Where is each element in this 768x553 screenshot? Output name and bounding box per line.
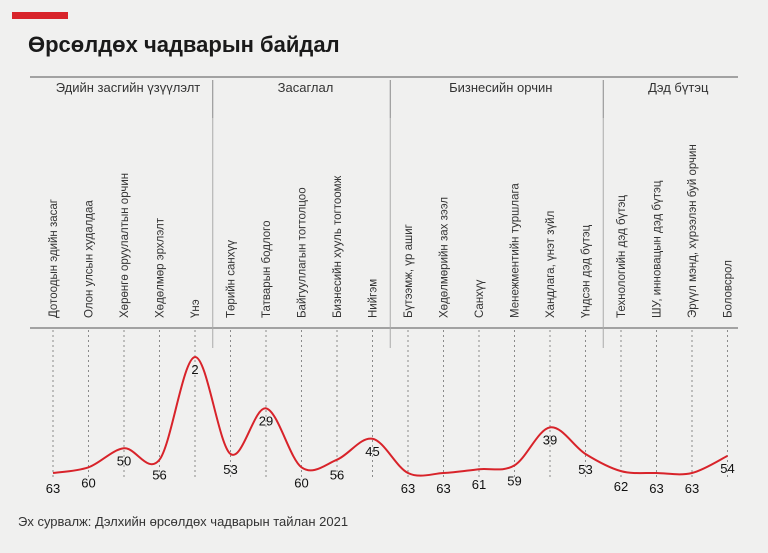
category-label: Хөрөнгө оруулалтын орчин bbox=[119, 173, 131, 318]
category-label: Нийгэм bbox=[368, 279, 380, 318]
value-label: 29 bbox=[259, 413, 273, 428]
category-label: Санхүү bbox=[474, 279, 486, 318]
group-label: Бизнесийн орчин bbox=[449, 80, 552, 95]
category-label: Бизнесийн хууль тогтоомж bbox=[332, 175, 344, 318]
value-label: 63 bbox=[436, 481, 450, 496]
category-label: Үнэ bbox=[190, 299, 202, 318]
value-label: 39 bbox=[543, 432, 557, 447]
category-label: Бүтээмж, үр ашиг bbox=[403, 224, 415, 318]
chart-title: Өрсөлдөх чадварын байдал bbox=[28, 32, 340, 57]
value-label: 59 bbox=[507, 473, 521, 488]
category-label: Эрүүл мэнд, хүрээлэн буй орчин bbox=[687, 144, 699, 318]
value-label: 63 bbox=[685, 481, 699, 496]
group-label: Засаглал bbox=[278, 80, 334, 95]
category-label: Татварын бодлого bbox=[261, 220, 273, 318]
value-label: 53 bbox=[578, 462, 592, 477]
category-label: Дотоодын эдийн засаг bbox=[48, 199, 60, 318]
value-label: 63 bbox=[46, 481, 60, 496]
value-label: 56 bbox=[152, 468, 166, 483]
category-label: Төрийн санхүү bbox=[226, 240, 238, 318]
value-label: 62 bbox=[614, 479, 628, 494]
category-label: Хөдөлмөр эрхлэлт bbox=[155, 217, 167, 318]
category-label: Олон улсын худалдаа bbox=[84, 200, 96, 318]
value-label: 45 bbox=[365, 444, 379, 459]
category-label: Технологийн дэд бүтэц bbox=[616, 195, 628, 318]
series-line bbox=[52, 356, 728, 477]
category-label: Хөдөлмөрийн зах зээл bbox=[439, 197, 451, 318]
category-label: Менежментийн туршлага bbox=[510, 183, 522, 318]
category-label: Хандлага, үнэт зүйл bbox=[545, 211, 557, 318]
source-note: Эх сурвалж: Дэлхийн өрсөлдөх чадварын та… bbox=[18, 514, 349, 529]
category-label: ШУ, инновацын дэд бүтэц bbox=[652, 180, 664, 318]
accent-bar bbox=[12, 12, 68, 19]
category-label: Боловсрол bbox=[723, 260, 735, 318]
value-label: 2 bbox=[191, 362, 198, 377]
value-label: 56 bbox=[330, 468, 344, 483]
group-label: Дэд бүтэц bbox=[648, 80, 709, 95]
value-label: 53 bbox=[223, 462, 237, 477]
value-label: 61 bbox=[472, 477, 486, 492]
value-label: 54 bbox=[720, 461, 734, 476]
value-label: 60 bbox=[81, 475, 95, 490]
category-label: Үндсэн дэд бүтэц bbox=[581, 224, 593, 318]
value-label: 60 bbox=[294, 475, 308, 490]
group-label: Эдийн засгийн үзүүлэлт bbox=[56, 80, 201, 95]
value-label: 63 bbox=[401, 481, 415, 496]
value-label: 63 bbox=[649, 481, 663, 496]
value-label: 50 bbox=[117, 453, 131, 468]
category-label: Байгууллагын тогтолцоо bbox=[297, 187, 309, 318]
